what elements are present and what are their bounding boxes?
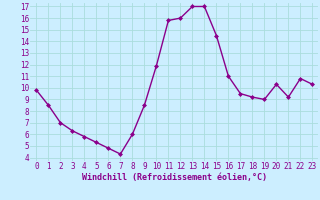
X-axis label: Windchill (Refroidissement éolien,°C): Windchill (Refroidissement éolien,°C) <box>82 173 267 182</box>
